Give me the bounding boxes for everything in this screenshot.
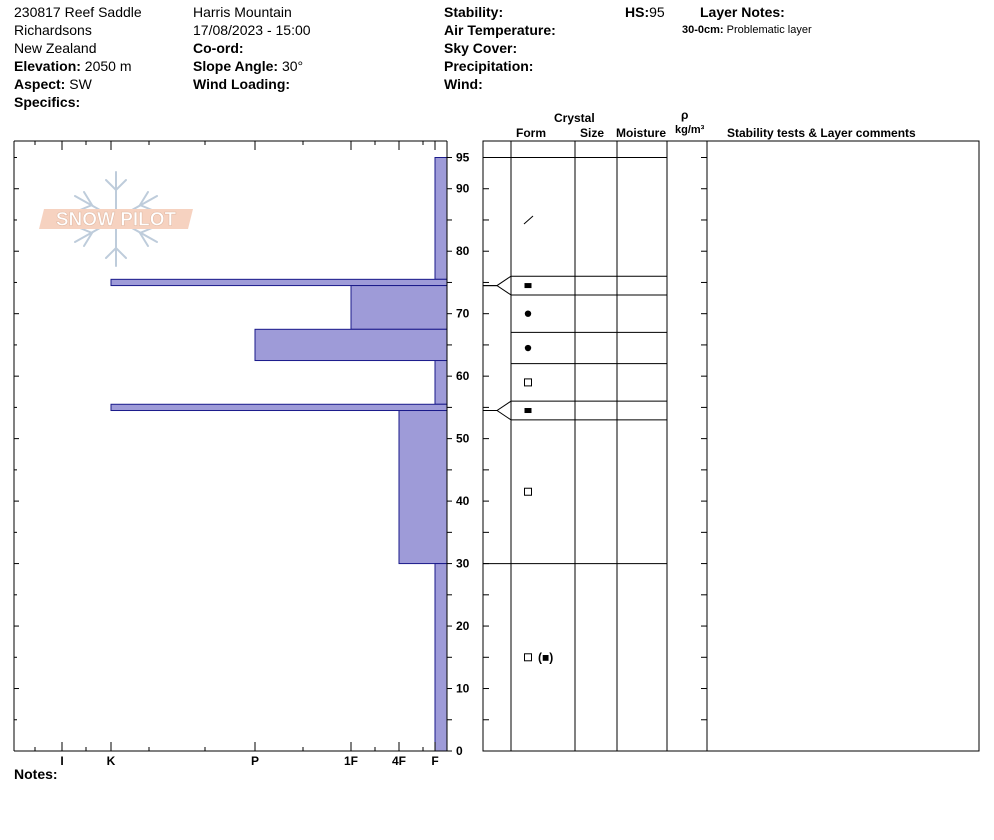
y-tick-label-70: 70	[456, 307, 470, 321]
hardness-bar-1	[434, 157, 448, 280]
y-tick-label-40: 40	[456, 494, 470, 508]
y-tick-label-90: 90	[456, 182, 470, 196]
stability-tests-header: Stability tests & Layer comments	[727, 126, 916, 140]
elevation-label: Elevation:	[14, 58, 81, 74]
elevation-value: 2050 m	[84, 58, 132, 74]
wind-label: Wind:	[444, 76, 483, 92]
crystal-7-faceted-icon	[524, 487, 532, 496]
layer-table	[482, 140, 980, 752]
logo-text: SNOW PILOT	[56, 210, 177, 231]
x-tick-label-4F: 4F	[392, 754, 406, 768]
country: New Zealand	[14, 40, 97, 56]
crystal-4-rounds-icon	[524, 344, 532, 352]
hardness-bar-7	[398, 410, 448, 565]
x-tick-label-1F: 1F	[344, 754, 358, 768]
mountain-name: Harris Mountain	[193, 4, 292, 20]
connector-4	[483, 410, 512, 421]
aspect-label: Aspect:	[14, 76, 66, 92]
connector-3	[483, 400, 512, 412]
y-tick-label-50: 50	[456, 432, 470, 446]
table-border	[482, 140, 980, 752]
x-axis-ticks: I K P 1F 4F F	[34, 141, 439, 768]
layer-note-text: Problematic layer	[726, 24, 812, 36]
specifics-label: Specifics:	[14, 94, 81, 110]
location: Richardsons	[14, 22, 92, 38]
slope-angle-label: Slope Angle:	[193, 58, 279, 74]
chart-frame	[13, 140, 448, 752]
hardness-bar-5	[434, 360, 448, 405]
observation-datetime: 17/08/2023 - 15:00	[193, 22, 311, 38]
y-tick-label-30: 30	[456, 557, 470, 571]
crystal-8-faceted-icon	[524, 653, 532, 662]
snowpilot-logo: SNOW PILOT	[39, 171, 193, 267]
coord-label: Co-ord:	[193, 40, 244, 56]
precipitation-label: Precipitation:	[444, 58, 534, 74]
layer-note: 30-0cm: Problematic layer	[682, 24, 812, 37]
density-unit-header: kg/m³	[675, 124, 705, 136]
hardness-bar-6	[110, 403, 448, 412]
size-header: Size	[580, 126, 605, 140]
layer-notes-label: Layer Notes:	[700, 4, 785, 20]
y-tick-label-20: 20	[456, 619, 470, 633]
crystal-3-rounds-icon	[524, 310, 532, 317]
hardness-bar-2	[110, 278, 448, 287]
y-tick-label-60: 60	[456, 369, 470, 383]
crystal-2-hoar-icon	[524, 283, 532, 289]
sky-cover-label: Sky Cover:	[444, 40, 518, 56]
aspect-value: SW	[69, 76, 92, 92]
form-header: Form	[516, 126, 546, 140]
site-name: 230817 Reef Saddle	[14, 4, 142, 20]
y-tick-label-80: 80	[456, 244, 470, 258]
hardness-bar-8	[434, 563, 448, 752]
hardness-bar-4	[254, 328, 448, 362]
y-tick-label-95: 95	[456, 151, 470, 165]
rho-header: ρ	[681, 108, 689, 122]
notes-label: Notes:	[14, 766, 58, 782]
wind-loading-label: Wind Loading:	[193, 76, 291, 92]
y-axis-ticks: 0 10 20 30 40 50 60 70 80 90 95	[14, 151, 707, 758]
x-tick-label-K: K	[107, 754, 116, 768]
slope-angle-value: 30°	[281, 58, 304, 74]
elevation: Elevation: 2050 m	[14, 58, 132, 74]
crystal-header: Crystal	[554, 111, 595, 125]
crystal-5-faceted-icon	[524, 378, 532, 387]
hs-label: HS:	[625, 4, 650, 20]
x-tick-label-F: F	[431, 754, 438, 768]
crystal-8-secondary: (■)	[538, 650, 553, 664]
slope-angle: Slope Angle: 30°	[193, 58, 303, 74]
aspect: Aspect: SW	[14, 76, 92, 92]
air-temperature-label: Air Temperature:	[444, 22, 556, 38]
y-tick-label-10: 10	[456, 682, 470, 696]
y-tick-label-0: 0	[456, 744, 463, 758]
layer-note-range: 30-0cm:	[682, 24, 724, 36]
moisture-header: Moisture	[616, 126, 667, 140]
hs: HS:95	[625, 4, 665, 20]
x-tick-label-I: I	[60, 754, 63, 768]
crystal-6-hoar-icon	[524, 408, 532, 414]
crystal-symbols: (■)	[523, 215, 553, 664]
hs-value: 95	[649, 4, 665, 20]
hardness-bars	[110, 157, 448, 752]
connector-2	[483, 285, 512, 296]
crystal-1-fragment-icon	[523, 215, 534, 225]
stability-label: Stability:	[444, 4, 504, 20]
x-tick-label-P: P	[251, 754, 259, 768]
hardness-bar-3	[350, 285, 448, 330]
connector-1	[483, 275, 512, 287]
